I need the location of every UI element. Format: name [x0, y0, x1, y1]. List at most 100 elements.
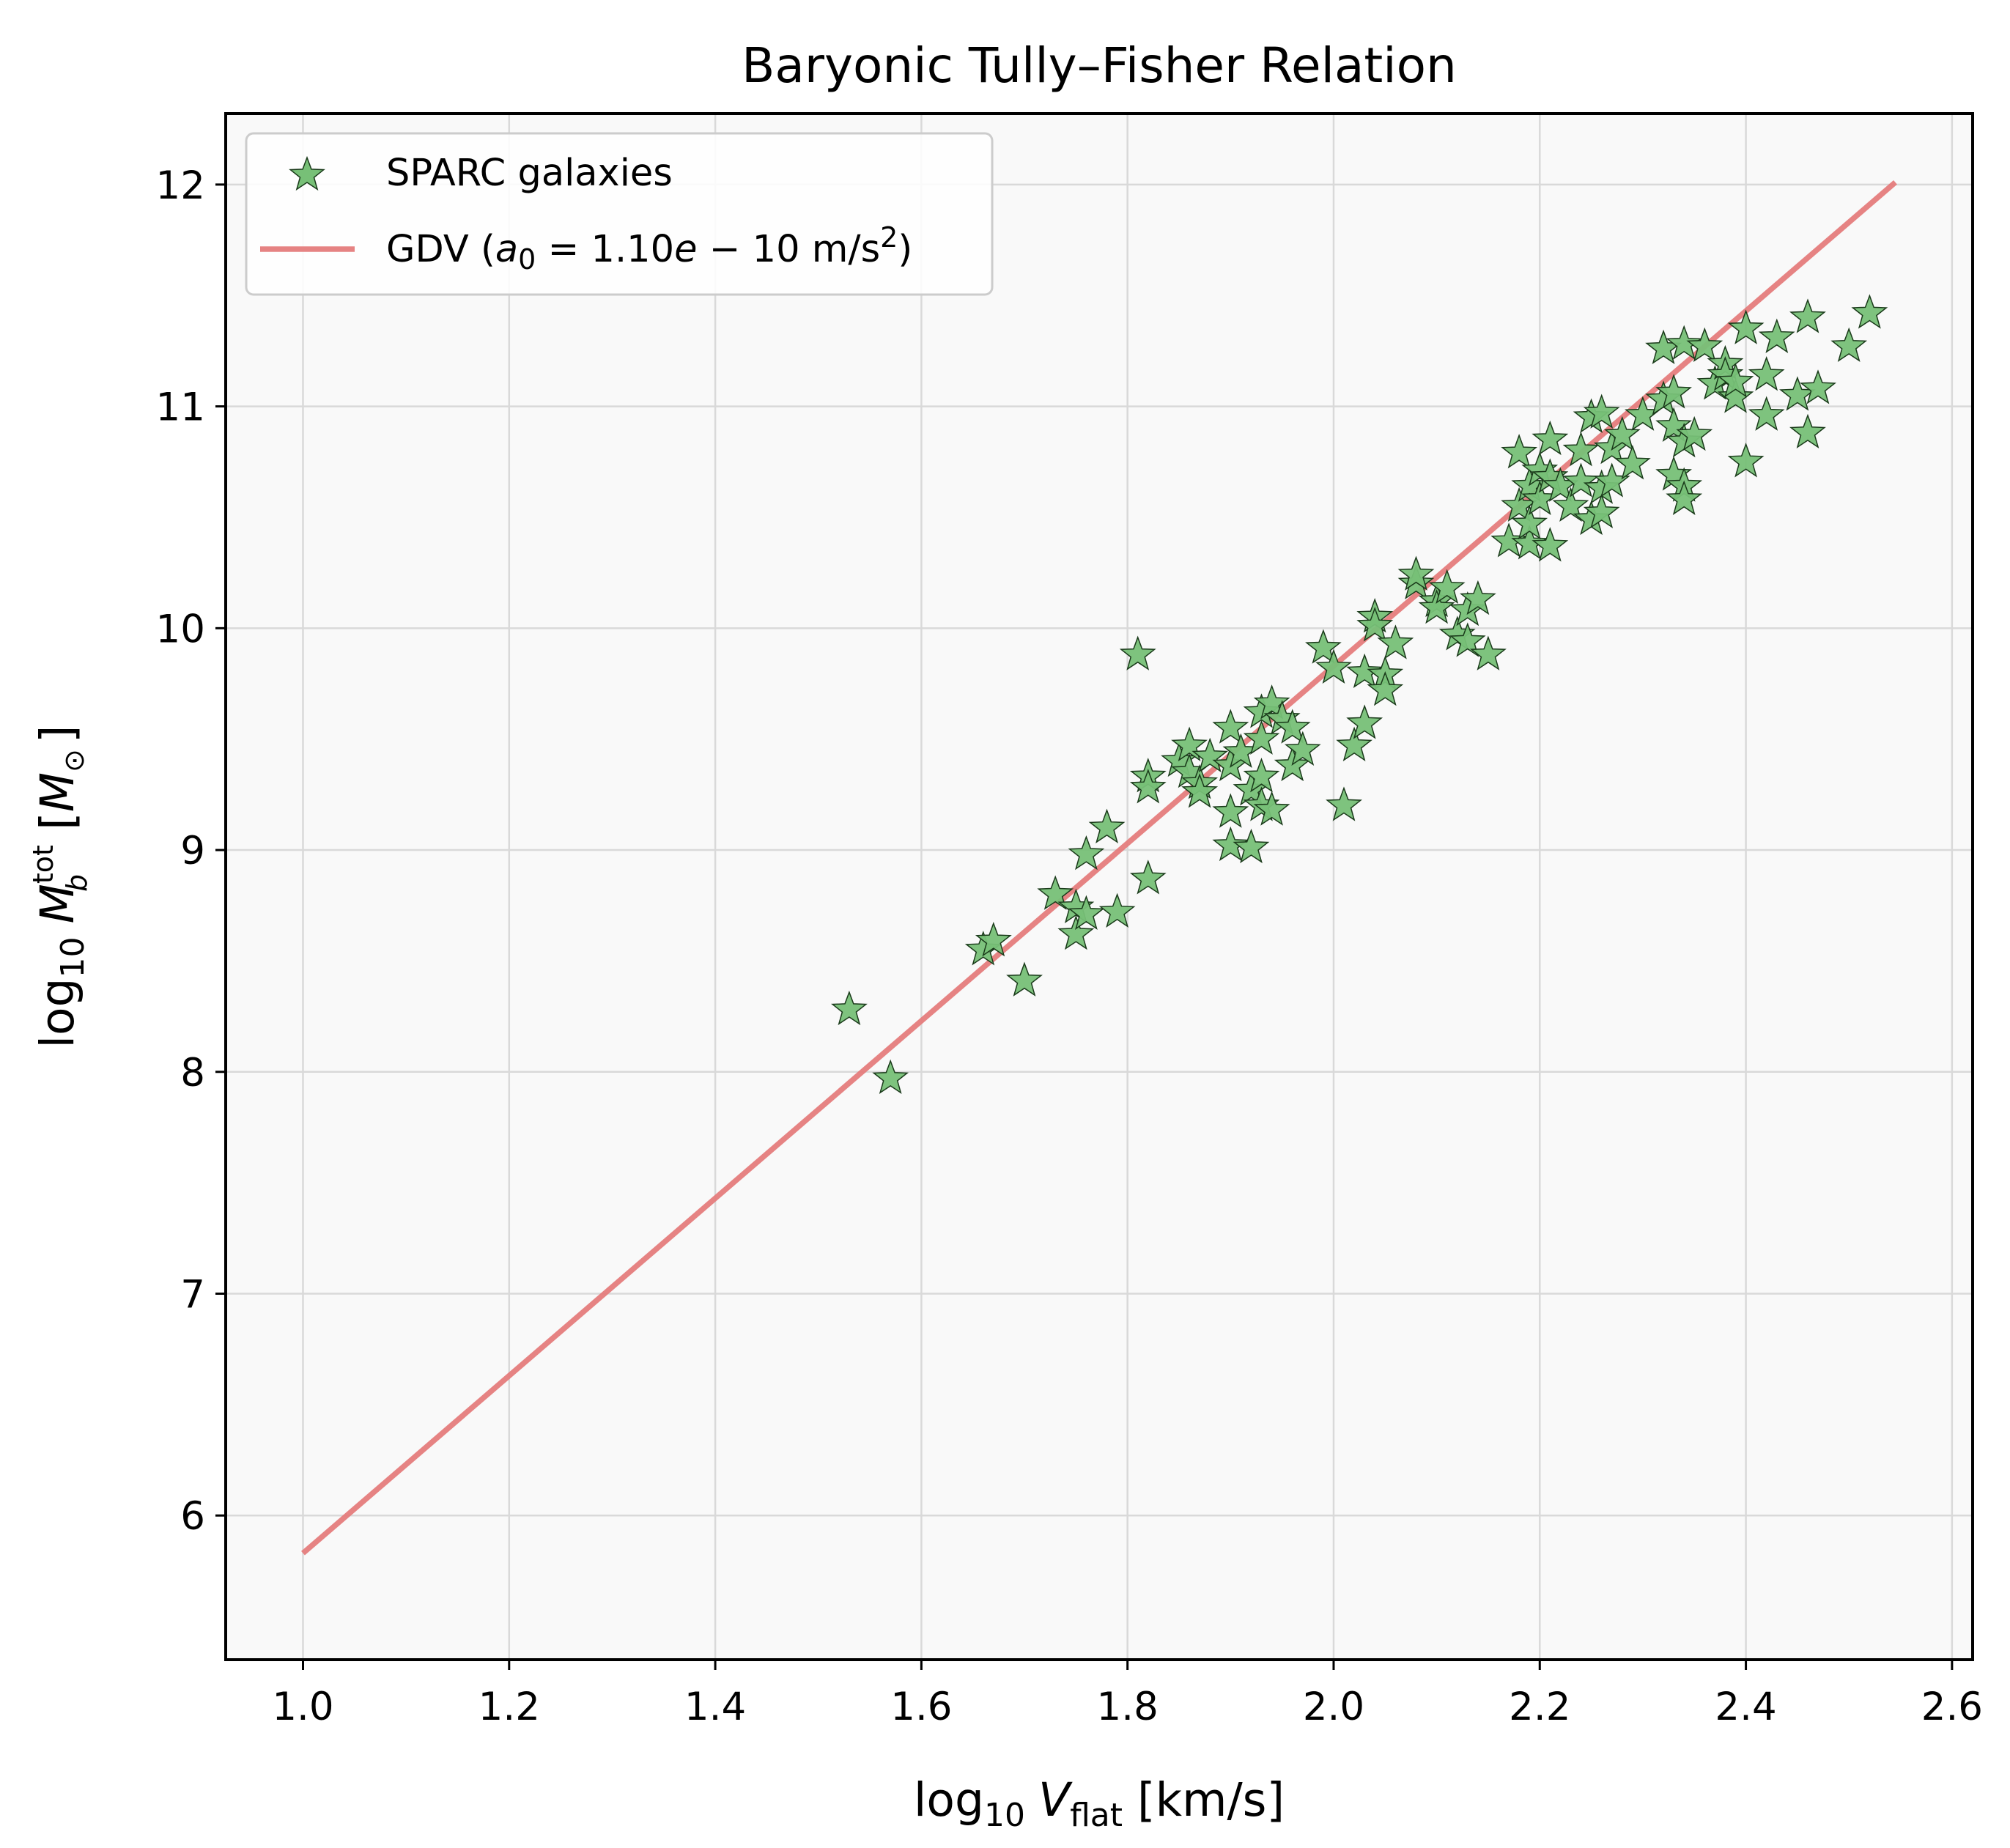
- data-point-star: [1119, 635, 1156, 670]
- data-point-star: [1233, 828, 1270, 864]
- data-point-star: [1717, 363, 1754, 398]
- data-point-star: [1666, 480, 1703, 515]
- axis-ticks: 1.0 1.2 1.4 1.6 1.8 2.0 2.2 2.4 2.6 6 7 8 9 10 11 12: [156, 163, 1983, 1729]
- data-point-star: [1284, 731, 1321, 766]
- data-point-star: [1511, 525, 1548, 560]
- x-tick-label: 1.2: [479, 1685, 540, 1729]
- y-tick-label: 9: [180, 829, 205, 873]
- data-point-star: [831, 990, 868, 1026]
- data-point-star: [1748, 396, 1785, 431]
- data-point-star: [1191, 737, 1229, 773]
- data-point-star: [1583, 393, 1620, 429]
- data-point-star: [1088, 808, 1126, 843]
- data-point-star: [1315, 648, 1352, 684]
- data-point-star: [1305, 629, 1342, 664]
- x-tick-label: 1.6: [890, 1685, 952, 1729]
- data-point-star: [1068, 835, 1105, 871]
- data-point-star: [1789, 298, 1826, 333]
- data-point-star: [1748, 356, 1785, 391]
- data-point-star: [1552, 487, 1589, 522]
- legend-label-sparc: SPARC galaxies: [386, 152, 673, 195]
- data-point-star: [1212, 709, 1249, 744]
- data-point-star: [1614, 445, 1651, 480]
- data-point-star: [1057, 914, 1095, 950]
- data-point-star: [1531, 527, 1569, 562]
- data-point-star: [1501, 434, 1538, 469]
- data-point-star: [1006, 961, 1043, 997]
- y-tick-label: 8: [180, 1051, 205, 1095]
- scatter-points: [831, 294, 1888, 1095]
- x-tick-label: 1.8: [1097, 1685, 1159, 1729]
- x-tick-label: 2.4: [1715, 1685, 1776, 1729]
- legend-box: [245, 132, 994, 296]
- legend-label-gdv: GDV (a0 = 1.10e − 10 m/s2): [386, 221, 912, 276]
- data-point-star: [1666, 325, 1703, 361]
- y-axis-label: log10Mtotb [M⊙]: [27, 725, 93, 1049]
- data-point-star: [1511, 504, 1548, 540]
- data-point-star: [1830, 327, 1868, 363]
- chart-title: Baryonic Tully–Fisher Relation: [742, 37, 1457, 94]
- plot-area: [226, 114, 1973, 1660]
- data-point-star: [1686, 327, 1723, 363]
- y-tick-label: 10: [156, 607, 205, 651]
- data-point-star: [1583, 493, 1620, 529]
- data-point-star: [1470, 635, 1507, 670]
- data-point-star: [1655, 374, 1692, 409]
- data-point-star: [1377, 624, 1414, 659]
- data-point-star: [1789, 413, 1826, 449]
- y-tick-label: 6: [180, 1494, 205, 1539]
- data-point-star: [1851, 294, 1888, 329]
- data-point-star: [1356, 607, 1394, 642]
- data-point-star: [1098, 892, 1136, 928]
- data-point-star: [1129, 769, 1167, 804]
- y-tick-label: 7: [180, 1273, 205, 1317]
- data-point-star: [1037, 875, 1074, 910]
- plot-frame: [224, 112, 1974, 1661]
- star-icon: [289, 155, 325, 191]
- x-axis-label: log10 Vflat [km/s]: [914, 1773, 1285, 1834]
- data-point-star: [975, 922, 1012, 957]
- y-tick-label: 11: [156, 385, 205, 430]
- data-point-star: [1243, 758, 1280, 793]
- data-point-star: [1336, 726, 1372, 761]
- data-point-star: [1397, 555, 1435, 591]
- y-tick-label: 12: [156, 163, 205, 208]
- grid: [226, 114, 1973, 1660]
- data-point-star: [1326, 786, 1362, 821]
- data-point-star: [1418, 588, 1455, 624]
- data-point-star: [1727, 309, 1765, 344]
- data-point-star: [1253, 791, 1290, 826]
- data-point-star: [1531, 420, 1569, 456]
- data-point-star: [1428, 569, 1466, 604]
- data-point-star: [1800, 369, 1836, 404]
- x-tick-label: 1.4: [684, 1685, 746, 1729]
- x-tick-label: 1.0: [272, 1685, 333, 1729]
- data-point-star: [1727, 443, 1765, 478]
- x-tick-label: 2.6: [1921, 1685, 1983, 1729]
- data-point-star: [1212, 793, 1249, 828]
- data-point-star: [1243, 720, 1280, 755]
- data-point-star: [1460, 580, 1496, 616]
- data-point-star: [1758, 318, 1795, 353]
- data-point-star: [1346, 704, 1383, 739]
- data-point-star: [1367, 670, 1404, 706]
- data-point-star: [1253, 684, 1290, 720]
- data-point-star: [1274, 709, 1311, 744]
- data-point-star: [1717, 378, 1754, 413]
- data-point-star: [1603, 415, 1641, 451]
- data-point-star: [1449, 622, 1486, 657]
- data-point-star: [1562, 431, 1600, 467]
- data-point-star: [1129, 860, 1167, 895]
- data-point-star: [872, 1059, 909, 1095]
- data-point-star: [1562, 462, 1600, 498]
- data-point-star: [1346, 653, 1383, 689]
- data-point-star: [1068, 895, 1105, 931]
- x-tick-label: 2.0: [1303, 1685, 1364, 1729]
- data-point-star: [1171, 726, 1208, 761]
- data-point-star: [1181, 773, 1219, 808]
- data-point-star: [1655, 407, 1692, 443]
- data-point-star: [1676, 415, 1713, 451]
- data-point-star: [1212, 826, 1249, 862]
- legend: SPARC galaxies GDV (a0 = 1.10e − 10 m/s2…: [245, 132, 994, 296]
